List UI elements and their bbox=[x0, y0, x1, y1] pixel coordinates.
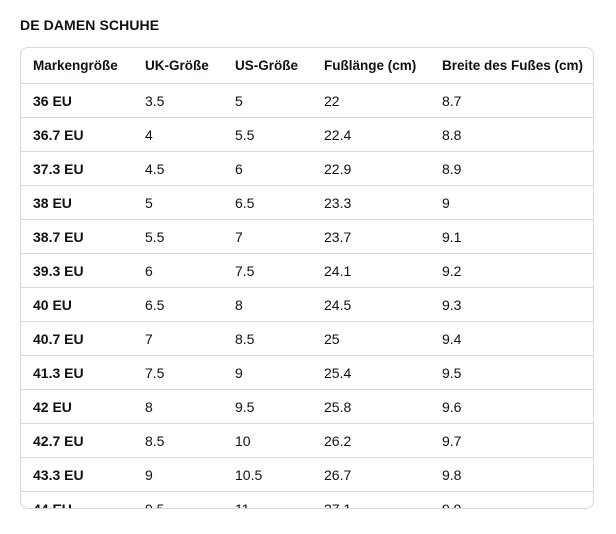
foot-length-cell: 24.1 bbox=[312, 253, 430, 288]
us-size-cell: 9.5 bbox=[223, 389, 312, 424]
table-row: 37.3 EU 4.5 6 22.9 8.9 bbox=[21, 151, 593, 186]
foot-length-cell: 22.9 bbox=[312, 151, 430, 186]
us-size-cell: 10.5 bbox=[223, 457, 312, 492]
table-row: 40 EU 6.5 8 24.5 9.3 bbox=[21, 287, 593, 322]
foot-length-cell: 23.3 bbox=[312, 185, 430, 220]
us-size-cell: 7.5 bbox=[223, 253, 312, 288]
us-size-cell: 6.5 bbox=[223, 185, 312, 220]
us-size-cell: 6 bbox=[223, 151, 312, 186]
foot-length-cell: 25.8 bbox=[312, 389, 430, 424]
us-size-cell: 9 bbox=[223, 355, 312, 390]
column-header-foot-width: Breite des Fußes (cm) bbox=[442, 58, 584, 73]
uk-size-cell: 4 bbox=[133, 117, 223, 152]
foot-width-cell: 9.7 bbox=[430, 423, 593, 458]
table-row: 40.7 EU 7 8.5 25 9.4 bbox=[21, 321, 593, 356]
size-chart-table-container: Markengröße UK-Größe US-Größe Fußlänge (… bbox=[20, 47, 594, 509]
foot-length-cell: 26.2 bbox=[312, 423, 430, 458]
size-chart-table: Markengröße UK-Größe US-Größe Fußlänge (… bbox=[21, 48, 593, 508]
brand-size-cell: 43.3 EU bbox=[21, 457, 133, 492]
uk-size-cell: 6 bbox=[133, 253, 223, 288]
page-title: DE DAMEN SCHUHE bbox=[20, 17, 160, 33]
us-size-cell: 10 bbox=[223, 423, 312, 458]
column-header-brand-size: Markengröße bbox=[33, 58, 118, 73]
column-header-foot-length: Fußlänge (cm) bbox=[324, 58, 417, 73]
uk-size-cell: 8 bbox=[133, 389, 223, 424]
uk-size-cell: 5 bbox=[133, 185, 223, 220]
brand-size-cell: 36.7 EU bbox=[21, 117, 133, 152]
brand-size-cell: 40 EU bbox=[21, 287, 133, 322]
uk-size-cell: 4.5 bbox=[133, 151, 223, 186]
foot-width-cell: 8.8 bbox=[430, 117, 593, 152]
foot-length-cell: 25.4 bbox=[312, 355, 430, 390]
table-row: 42.7 EU 8.5 10 26.2 9.7 bbox=[21, 423, 593, 458]
table-row: 39.3 EU 6 7.5 24.1 9.2 bbox=[21, 253, 593, 288]
foot-width-cell: 9 bbox=[430, 185, 593, 220]
foot-width-cell: 8.9 bbox=[430, 151, 593, 186]
foot-width-cell: 9.2 bbox=[430, 253, 593, 288]
brand-size-cell: 38 EU bbox=[21, 185, 133, 220]
foot-width-cell: 9.6 bbox=[430, 389, 593, 424]
table-row: 44 EU 9.5 11 27.1 9.9 bbox=[21, 491, 593, 508]
foot-length-cell: 26.7 bbox=[312, 457, 430, 492]
table-body: 36 EU 3.5 5 22 8.7 36.7 EU 4 5.5 22.4 8.8 37.3 EU 4… bbox=[21, 83, 593, 508]
table-row: 42 EU 8 9.5 25.8 9.6 bbox=[21, 389, 593, 424]
foot-length-cell: 22.4 bbox=[312, 117, 430, 152]
foot-width-cell: 9.1 bbox=[430, 219, 593, 254]
uk-size-cell: 7 bbox=[133, 321, 223, 356]
brand-size-cell: 39.3 EU bbox=[21, 253, 133, 288]
uk-size-cell: 9 bbox=[133, 457, 223, 492]
uk-size-cell: 8.5 bbox=[133, 423, 223, 458]
us-size-cell: 7 bbox=[223, 219, 312, 254]
brand-size-cell: 37.3 EU bbox=[21, 151, 133, 186]
brand-size-cell: 40.7 EU bbox=[21, 321, 133, 356]
table-row: 43.3 EU 9 10.5 26.7 9.8 bbox=[21, 457, 593, 492]
table-row: 36.7 EU 4 5.5 22.4 8.8 bbox=[21, 117, 593, 152]
us-size-cell: 5.5 bbox=[223, 117, 312, 152]
us-size-cell: 11 bbox=[223, 491, 312, 508]
uk-size-cell: 5.5 bbox=[133, 219, 223, 254]
table-row: 36 EU 3.5 5 22 8.7 bbox=[21, 83, 593, 118]
foot-width-cell: 8.7 bbox=[430, 83, 593, 118]
foot-length-cell: 25 bbox=[312, 321, 430, 356]
table-row: 41.3 EU 7.5 9 25.4 9.5 bbox=[21, 355, 593, 390]
column-header-uk-size: UK-Größe bbox=[145, 58, 209, 73]
brand-size-cell: 36 EU bbox=[21, 83, 133, 118]
foot-width-cell: 9.8 bbox=[430, 457, 593, 492]
us-size-cell: 8 bbox=[223, 287, 312, 322]
brand-size-cell: 38.7 EU bbox=[21, 219, 133, 254]
us-size-cell: 8.5 bbox=[223, 321, 312, 356]
table-row: 38.7 EU 5.5 7 23.7 9.1 bbox=[21, 219, 593, 254]
uk-size-cell: 7.5 bbox=[133, 355, 223, 390]
foot-width-cell: 9.4 bbox=[430, 321, 593, 356]
column-header-us-size: US-Größe bbox=[235, 58, 299, 73]
us-size-cell: 5 bbox=[223, 83, 312, 118]
brand-size-cell: 41.3 EU bbox=[21, 355, 133, 390]
table-row: 38 EU 5 6.5 23.3 9 bbox=[21, 185, 593, 220]
foot-length-cell: 24.5 bbox=[312, 287, 430, 322]
brand-size-cell: 42 EU bbox=[21, 389, 133, 424]
uk-size-cell: 6.5 bbox=[133, 287, 223, 322]
uk-size-cell: 3.5 bbox=[133, 83, 223, 118]
foot-length-cell: 27.1 bbox=[312, 491, 430, 508]
brand-size-cell: 42.7 EU bbox=[21, 423, 133, 458]
foot-width-cell: 9.9 bbox=[430, 491, 593, 508]
foot-width-cell: 9.5 bbox=[430, 355, 593, 390]
table-header-row: Markengröße UK-Größe US-Größe Fußlänge (… bbox=[21, 48, 593, 84]
brand-size-cell: 44 EU bbox=[21, 491, 133, 508]
foot-width-cell: 9.3 bbox=[430, 287, 593, 322]
foot-length-cell: 22 bbox=[312, 83, 430, 118]
foot-length-cell: 23.7 bbox=[312, 219, 430, 254]
uk-size-cell: 9.5 bbox=[133, 491, 223, 508]
